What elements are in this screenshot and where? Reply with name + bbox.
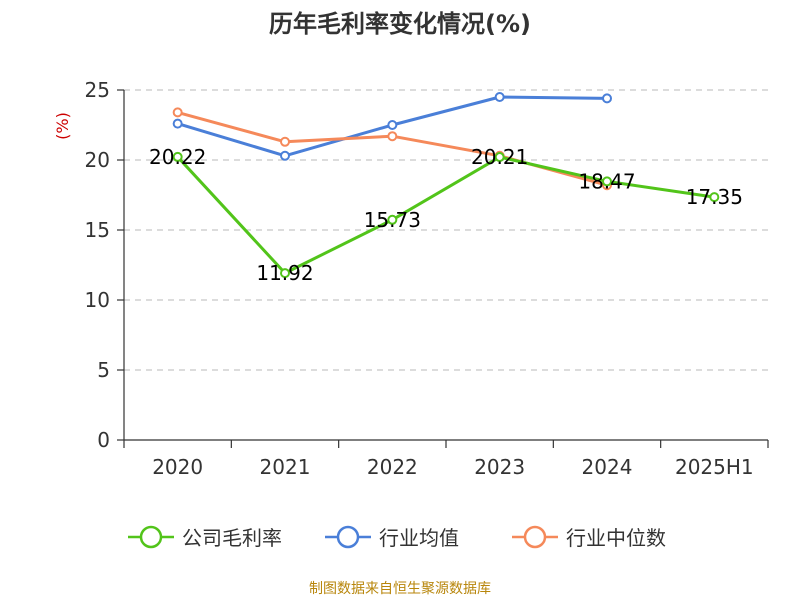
data-label: 20.22	[149, 145, 206, 169]
data-point	[172, 118, 183, 129]
data-point	[387, 120, 398, 130]
y-axis-label: (%)	[53, 112, 72, 140]
series-line	[176, 155, 715, 275]
series-lines	[172, 92, 720, 279]
data-point	[709, 192, 720, 203]
data-label: 11.92	[256, 261, 313, 285]
data-label: 18.47	[578, 169, 635, 193]
chart-title: 历年毛利率变化情况(%)	[269, 10, 531, 38]
x-tick-label: 2023	[474, 455, 525, 479]
data-labels: 20.22 11.92 15.73 20.21 18.47 17.35	[149, 145, 743, 285]
grid-lines	[124, 89, 768, 371]
axes: 0 5 10 15 20 25 (%) 2020 2021 2022 2023 2024 2025H1	[53, 78, 769, 479]
data-point	[280, 136, 290, 147]
y-tick-label: 20	[85, 148, 110, 172]
x-tick-label: 2024	[582, 455, 633, 479]
data-point	[172, 151, 183, 162]
y-tick-label: 5	[97, 358, 110, 382]
x-tick-label: 2025H1	[675, 455, 754, 479]
data-label: 20.21	[471, 145, 528, 169]
data-label: 15.73	[364, 208, 421, 232]
legend-label: 公司毛利率	[182, 526, 282, 550]
legend-label: 行业中位数	[566, 526, 666, 550]
x-tick-label: 2020	[152, 455, 203, 479]
source-note: 制图数据来自恒生聚源数据库	[309, 581, 491, 597]
y-tick-label: 0	[97, 428, 110, 452]
legend-label: 行业均值	[379, 526, 459, 550]
data-point	[494, 152, 505, 163]
y-tick-label: 15	[85, 218, 110, 242]
x-tick-label: 2022	[367, 455, 418, 479]
data-point	[280, 150, 290, 161]
data-point	[280, 268, 290, 279]
data-label: 17.35	[686, 185, 743, 209]
data-point	[387, 131, 398, 142]
y-tick-label: 25	[85, 78, 110, 102]
legend-marker	[139, 525, 163, 549]
legend-marker	[336, 525, 360, 549]
y-tick-label: 10	[85, 288, 110, 312]
data-point	[602, 93, 612, 104]
data-point	[387, 214, 398, 225]
data-point	[494, 92, 505, 102]
legend-marker	[523, 525, 547, 549]
x-tick-label: 2021	[260, 455, 311, 479]
legend[interactable]: 公司毛利率 行业均值 行业中位数	[128, 525, 666, 550]
data-point	[602, 176, 612, 187]
data-point	[172, 107, 183, 118]
